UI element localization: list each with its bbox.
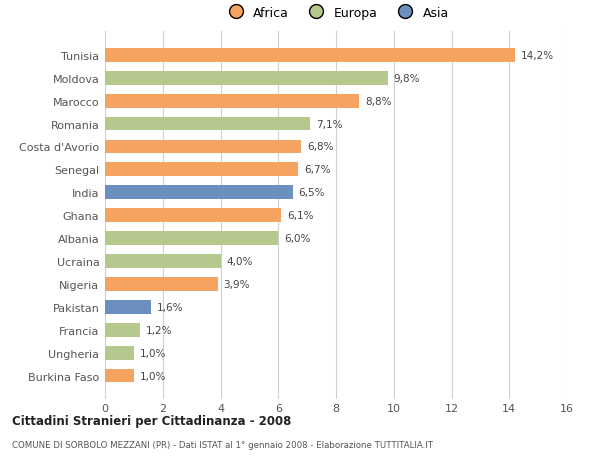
Text: Cittadini Stranieri per Cittadinanza - 2008: Cittadini Stranieri per Cittadinanza - 2… xyxy=(12,414,292,428)
Bar xyxy=(105,49,515,62)
Text: 1,0%: 1,0% xyxy=(140,348,166,358)
Bar xyxy=(105,300,151,314)
Legend: Africa, Europa, Asia: Africa, Europa, Asia xyxy=(221,4,452,22)
Bar xyxy=(105,369,134,383)
Bar xyxy=(105,118,310,131)
Text: 9,8%: 9,8% xyxy=(394,73,420,84)
Bar xyxy=(105,255,221,269)
Text: 1,6%: 1,6% xyxy=(157,302,184,312)
Text: 7,1%: 7,1% xyxy=(316,119,342,129)
Bar xyxy=(105,72,388,85)
Text: 6,7%: 6,7% xyxy=(304,165,331,175)
Text: 14,2%: 14,2% xyxy=(521,50,554,61)
Text: 8,8%: 8,8% xyxy=(365,96,391,106)
Text: 6,1%: 6,1% xyxy=(287,211,313,221)
Text: 3,9%: 3,9% xyxy=(223,280,250,289)
Text: 6,0%: 6,0% xyxy=(284,234,310,244)
Bar xyxy=(105,323,140,337)
Text: 4,0%: 4,0% xyxy=(226,257,253,266)
Bar xyxy=(105,346,134,360)
Text: 6,5%: 6,5% xyxy=(298,188,325,198)
Bar xyxy=(105,186,293,200)
Bar xyxy=(105,277,218,291)
Bar xyxy=(105,163,298,177)
Bar xyxy=(105,209,281,223)
Bar xyxy=(105,232,278,246)
Text: 1,0%: 1,0% xyxy=(140,371,166,381)
Text: COMUNE DI SORBOLO MEZZANI (PR) - Dati ISTAT al 1° gennaio 2008 - Elaborazione TU: COMUNE DI SORBOLO MEZZANI (PR) - Dati IS… xyxy=(12,441,433,449)
Text: 6,8%: 6,8% xyxy=(307,142,334,152)
Bar xyxy=(105,140,301,154)
Text: 1,2%: 1,2% xyxy=(145,325,172,335)
Bar xyxy=(105,95,359,108)
